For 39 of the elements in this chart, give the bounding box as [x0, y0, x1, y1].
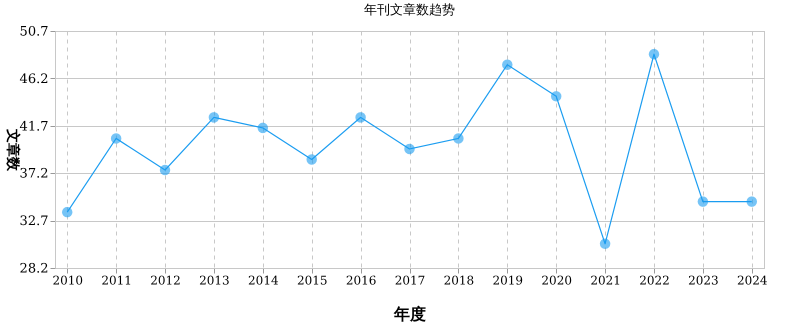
x-tick-label: 2017 — [394, 274, 426, 288]
x-axis-title: 年度 — [393, 304, 426, 324]
x-tick-label: 2011 — [101, 274, 132, 288]
point — [550, 91, 562, 102]
x-tick-label: 2023 — [688, 274, 719, 288]
point — [110, 133, 122, 144]
x-tick-label: 2019 — [492, 274, 524, 288]
x-tick-label: 2013 — [199, 274, 230, 288]
x-tick-label: 2016 — [346, 274, 376, 288]
x-tick-label: 2012 — [150, 274, 181, 288]
y-tick-label: 32.7 — [20, 214, 48, 230]
y-tick-label: 37.2 — [20, 166, 48, 182]
point — [208, 112, 220, 123]
y-tick-label: 41.7 — [20, 119, 48, 134]
point — [160, 164, 170, 176]
point — [258, 122, 268, 134]
point — [698, 196, 708, 207]
chart-title: 年刊文章数趋势 — [364, 3, 455, 18]
y-tick-label: 46.2 — [20, 72, 48, 87]
y-tick-label: 28.2 — [20, 262, 48, 276]
point — [62, 206, 72, 218]
x-tick-label: 2018 — [444, 274, 474, 288]
x-tick-label: 2014 — [248, 274, 279, 288]
point — [306, 154, 317, 165]
point — [404, 144, 415, 154]
y-tick-label: 50.7 — [20, 24, 48, 40]
point — [648, 48, 660, 60]
x-tick-label: 2010 — [52, 274, 83, 288]
point — [600, 238, 610, 250]
x-tick-label: 2021 — [590, 274, 621, 288]
point — [453, 133, 464, 144]
point — [355, 112, 366, 123]
x-tick-label: 2015 — [296, 274, 328, 288]
y-axis-title: 文章数 — [4, 128, 22, 172]
point — [502, 59, 513, 70]
x-tick-label: 2024 — [737, 274, 768, 288]
point — [746, 196, 758, 207]
x-tick-label: 2020 — [541, 274, 572, 288]
x-tick-label: 2022 — [639, 274, 670, 288]
